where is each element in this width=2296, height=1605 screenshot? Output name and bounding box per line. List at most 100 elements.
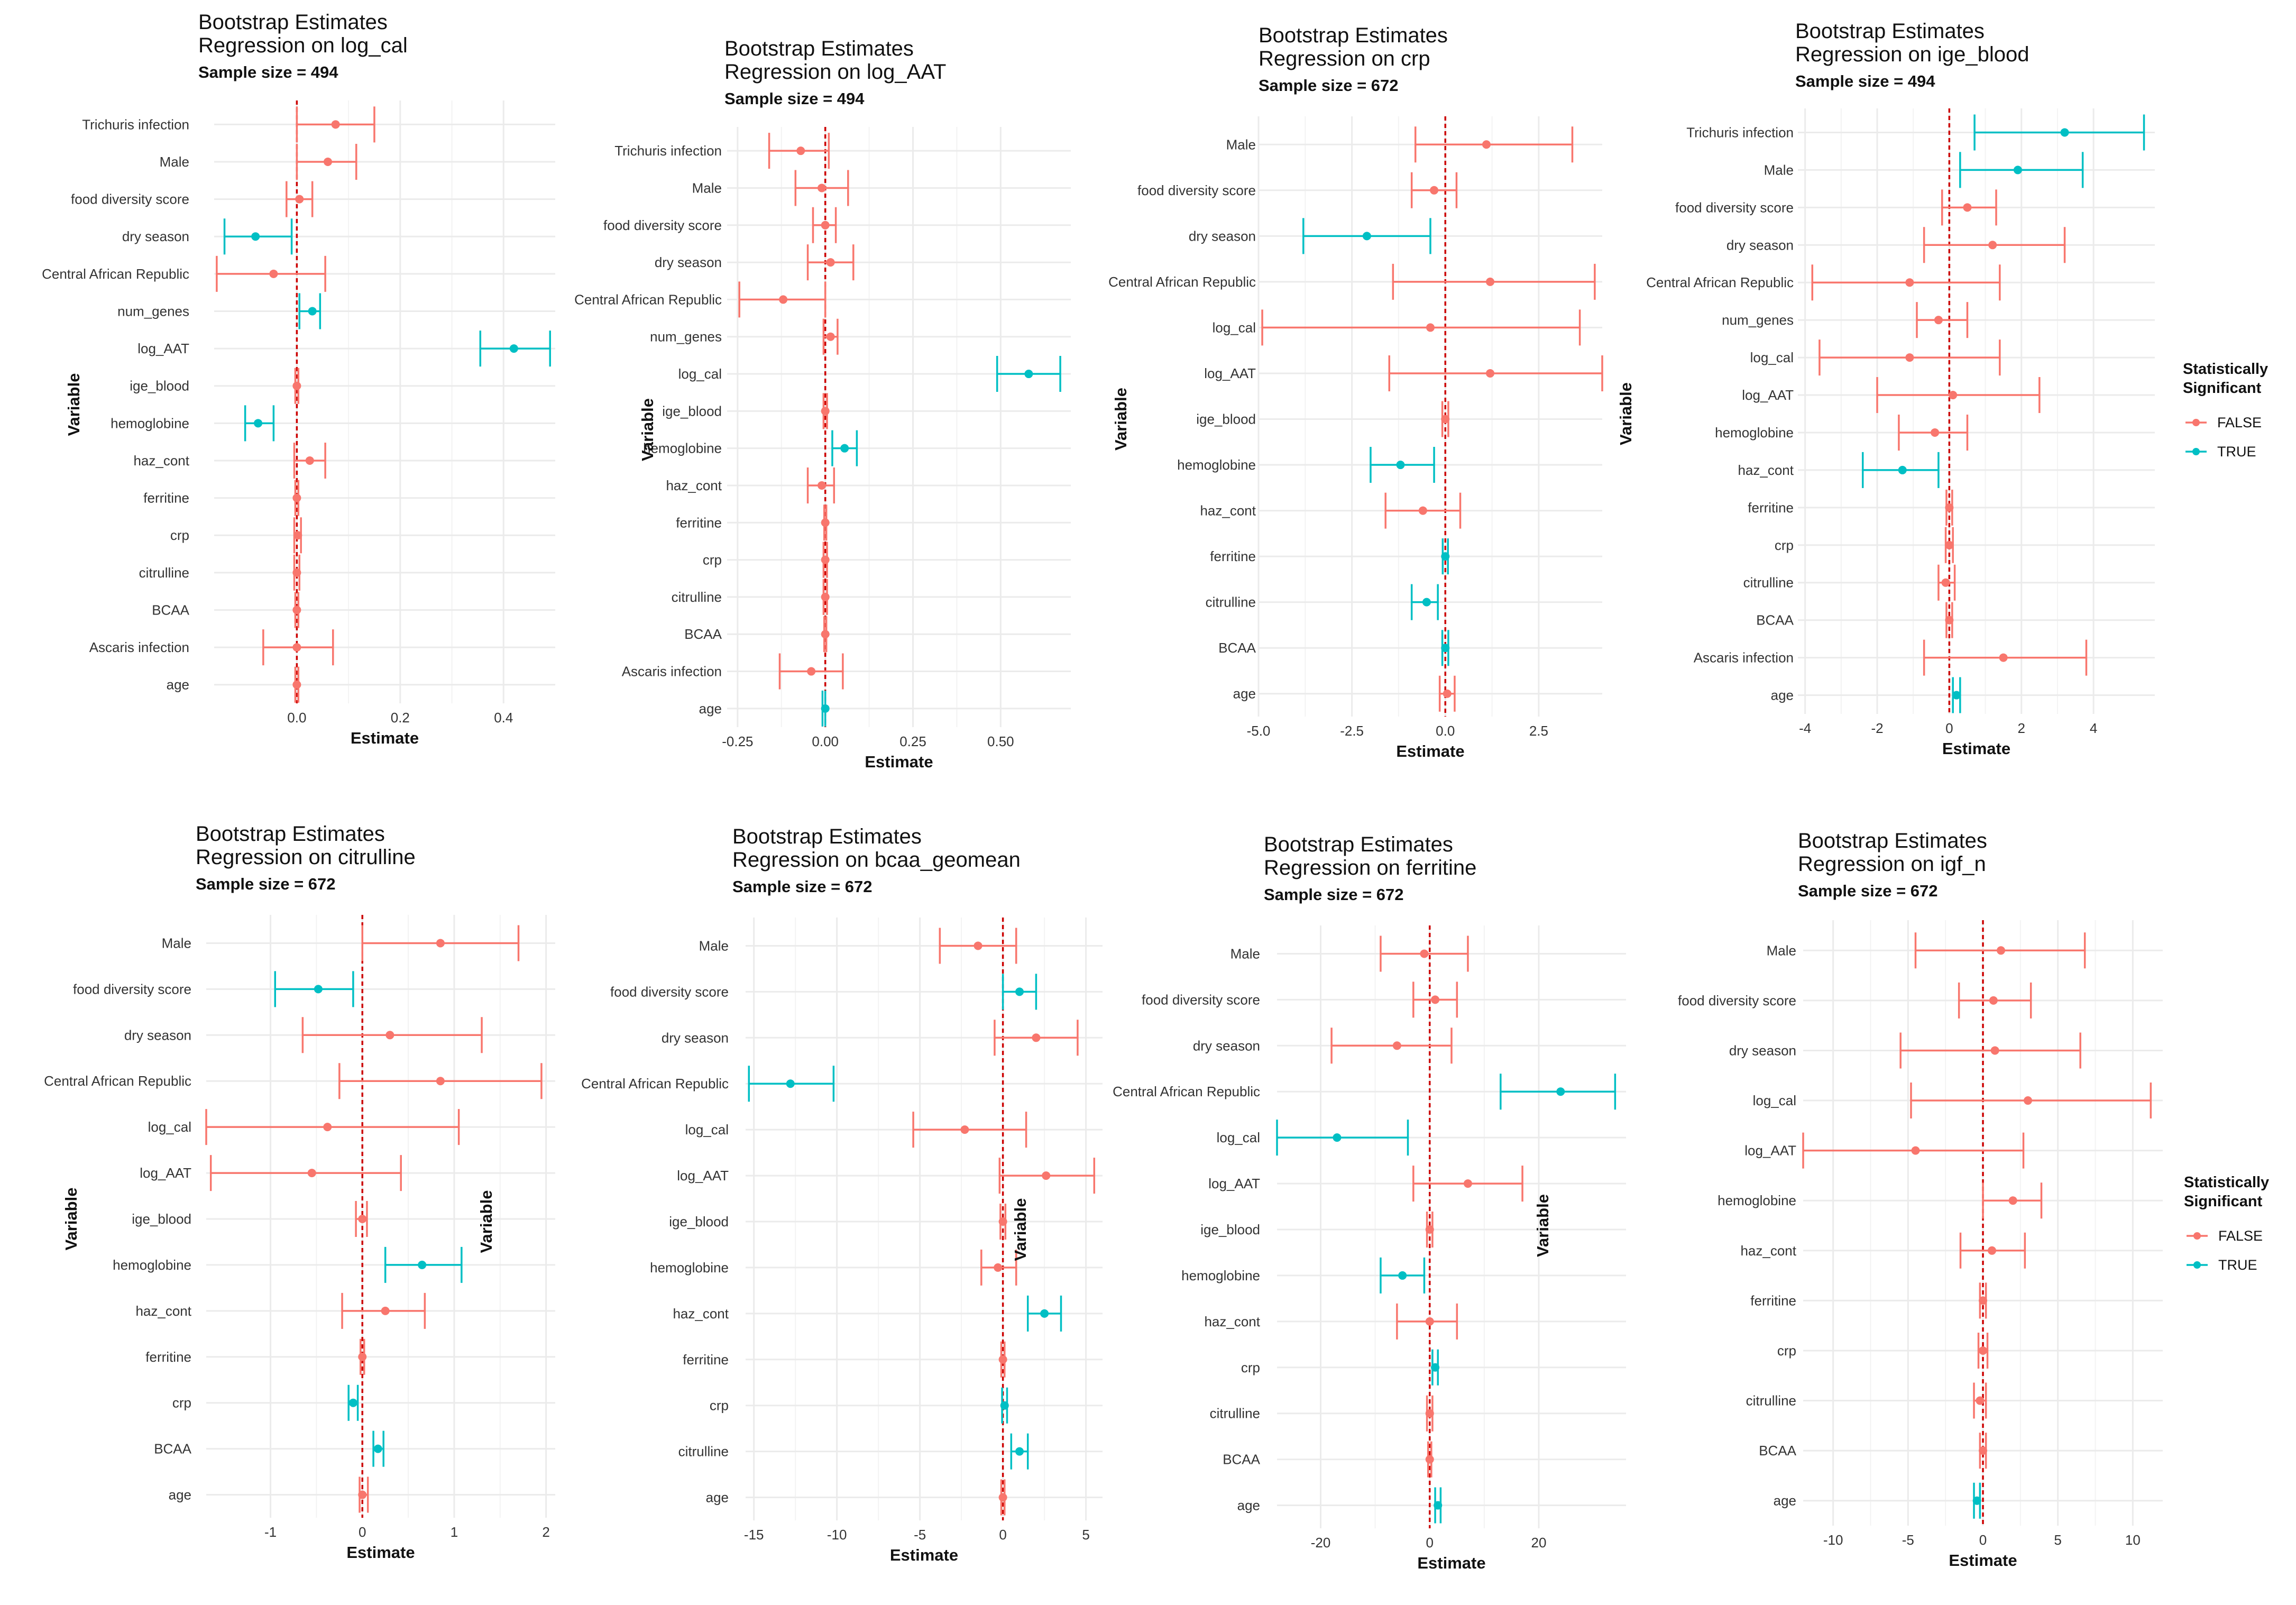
estimate-point bbox=[292, 643, 301, 652]
variable-label: haz_cont bbox=[1200, 503, 1256, 519]
estimate-point bbox=[348, 1398, 357, 1407]
x-axis-label: Estimate bbox=[1949, 1551, 2017, 1570]
variable-label: Male bbox=[1767, 942, 1796, 958]
variable-label: food diversity score bbox=[1142, 992, 1260, 1007]
estimate-point bbox=[269, 269, 278, 278]
sample-size-label: Sample size = 672 bbox=[1259, 76, 1399, 95]
x-tick-label: 0.4 bbox=[494, 710, 513, 726]
chart-subtitle-regression: Regression on ige_blood bbox=[1795, 43, 2029, 66]
estimate-point bbox=[998, 1217, 1007, 1226]
estimate-point bbox=[1486, 369, 1495, 378]
estimate-point bbox=[1905, 278, 1914, 287]
x-tick-label: 4 bbox=[2090, 720, 2097, 736]
variable-label: food diversity score bbox=[71, 191, 189, 207]
estimate-point bbox=[821, 518, 830, 527]
x-tick-label: 5 bbox=[1082, 1527, 1089, 1543]
variable-label: ferritine bbox=[683, 1352, 729, 1368]
variable-label: haz_cont bbox=[1738, 462, 1794, 478]
variable-label: Trichuris infection bbox=[614, 143, 722, 159]
estimate-point bbox=[509, 344, 518, 353]
variable-label: dry season bbox=[122, 228, 189, 244]
variable-label: hemoglobine bbox=[111, 415, 189, 431]
estimate-point bbox=[1486, 277, 1495, 286]
variable-label: dry season bbox=[1193, 1038, 1260, 1053]
estimate-point bbox=[1431, 1363, 1440, 1372]
estimate-point bbox=[254, 419, 263, 428]
sample-size-label: Sample size = 494 bbox=[724, 89, 865, 108]
estimate-point bbox=[251, 232, 260, 241]
variable-label: Central African Republic bbox=[42, 266, 189, 282]
sample-size-label: Sample size = 672 bbox=[196, 875, 336, 893]
estimate-point bbox=[818, 481, 826, 490]
variable-label: haz_cont bbox=[1204, 1314, 1260, 1329]
estimate-point bbox=[786, 1079, 795, 1088]
estimate-point bbox=[998, 1355, 1007, 1364]
estimate-point bbox=[1392, 1041, 1401, 1050]
variable-label: ige_blood bbox=[1200, 1222, 1260, 1237]
variable-label: food diversity score bbox=[1678, 993, 1796, 1008]
chart-title: Bootstrap Estimates bbox=[196, 822, 385, 846]
legend-item-label: FALSE bbox=[2218, 1228, 2263, 1244]
x-axis-label: Estimate bbox=[1417, 1554, 1485, 1572]
estimate-point bbox=[1976, 1396, 1985, 1405]
variable-label: haz_cont bbox=[673, 1306, 729, 1322]
estimate-point bbox=[293, 531, 302, 540]
chart-title: Bootstrap Estimates bbox=[724, 37, 914, 60]
estimate-point bbox=[826, 332, 835, 341]
legend-key-point bbox=[2192, 419, 2200, 426]
legend-title: Statistically bbox=[2183, 361, 2268, 378]
variable-label: hemoglobine bbox=[113, 1257, 191, 1273]
y-axis-label: Variable bbox=[62, 1188, 80, 1251]
estimate-point bbox=[1997, 946, 2005, 955]
variable-label: BCAA bbox=[1218, 640, 1256, 656]
x-tick-label: -2 bbox=[1871, 720, 1883, 736]
estimate-point bbox=[1945, 540, 1954, 549]
variable-label: Male bbox=[699, 938, 729, 953]
estimate-point bbox=[1972, 1496, 1981, 1505]
variable-label: log_AAT bbox=[137, 341, 189, 356]
variable-label: log_cal bbox=[685, 1122, 729, 1138]
variable-label: crp bbox=[1775, 537, 1794, 553]
variable-label: Central African Republic bbox=[581, 1076, 729, 1092]
x-axis-label: Estimate bbox=[865, 753, 933, 771]
variable-label: food diversity score bbox=[1137, 182, 1256, 198]
x-tick-label: -15 bbox=[744, 1527, 764, 1543]
estimate-point bbox=[1934, 316, 1943, 325]
legend-title-line2: Significant bbox=[2184, 1193, 2263, 1210]
x-axis-label: Estimate bbox=[346, 1543, 415, 1562]
variable-label: log_cal bbox=[1753, 1093, 1796, 1108]
estimate-point bbox=[2060, 128, 2069, 137]
y-axis-label: Variable bbox=[65, 373, 83, 436]
variable-label: Central African Republic bbox=[44, 1073, 191, 1089]
variable-label: dry season bbox=[1726, 237, 1794, 253]
estimate-point bbox=[818, 184, 826, 192]
variable-label: dry season bbox=[124, 1027, 191, 1043]
variable-label: ige_blood bbox=[132, 1211, 191, 1227]
estimate-point bbox=[331, 120, 340, 129]
variable-label: age bbox=[699, 701, 722, 717]
estimate-point bbox=[292, 680, 301, 689]
estimate-point bbox=[1952, 691, 1961, 700]
x-tick-label: -10 bbox=[827, 1527, 847, 1543]
x-tick-label: -1 bbox=[264, 1524, 277, 1540]
x-tick-label: 0.0 bbox=[1436, 723, 1455, 739]
estimate-point bbox=[2013, 166, 2022, 175]
estimate-point bbox=[1333, 1133, 1342, 1142]
variable-label: Central African Republic bbox=[1108, 274, 1256, 290]
variable-label: log_cal bbox=[1213, 319, 1256, 335]
x-axis-label: Estimate bbox=[1396, 742, 1464, 760]
variable-label: crp bbox=[1241, 1360, 1260, 1375]
estimate-point bbox=[1441, 644, 1450, 653]
variable-label: dry season bbox=[662, 1030, 729, 1045]
y-axis-label: Variable bbox=[638, 398, 657, 461]
estimate-point bbox=[358, 1352, 367, 1361]
chart-title: Bootstrap Estimates bbox=[1798, 829, 1987, 852]
variable-label: log_AAT bbox=[140, 1165, 191, 1181]
variable-label: ferritine bbox=[143, 490, 189, 506]
estimate-point bbox=[960, 1125, 969, 1134]
variable-label: Male bbox=[1764, 162, 1794, 178]
variable-label: citrulline bbox=[1746, 1393, 1796, 1409]
